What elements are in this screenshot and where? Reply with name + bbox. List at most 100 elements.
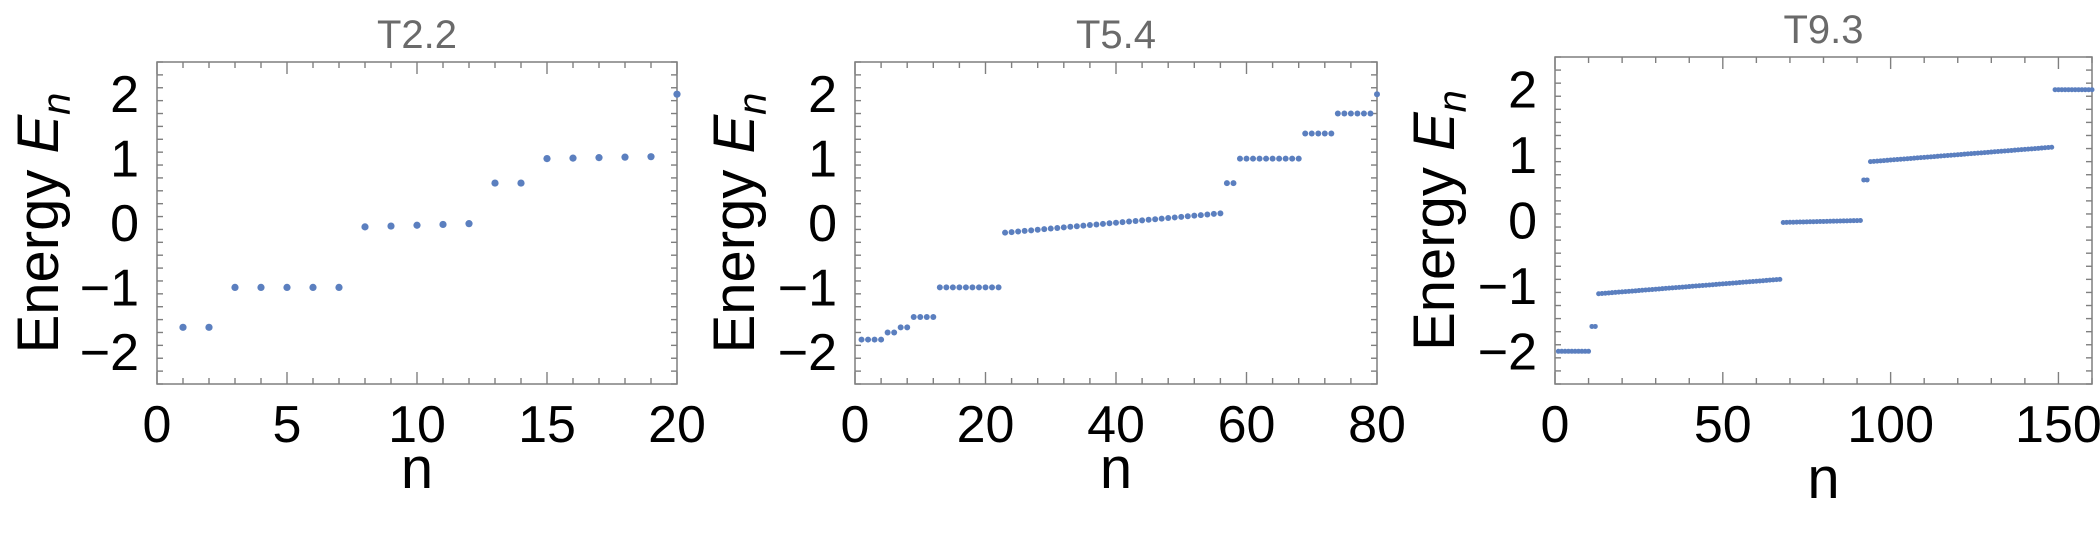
x-tick-label: 150 xyxy=(2015,396,2100,454)
y-tick-label: 2 xyxy=(808,66,837,124)
panel-title: T9.3 xyxy=(1783,8,1863,52)
data-point xyxy=(1106,220,1113,227)
x-tick-label: 15 xyxy=(518,396,576,454)
data-point xyxy=(1060,224,1067,231)
data-point xyxy=(936,284,943,291)
data-point xyxy=(1210,210,1217,217)
panel-3: T9.3 0 50 100 150 −2 −1 0 1 2 n Energy En xyxy=(1402,8,2100,511)
data-points xyxy=(1555,87,2095,354)
data-point xyxy=(1360,110,1367,117)
y-tick-label: 0 xyxy=(1508,193,1537,251)
data-point xyxy=(387,222,395,230)
data-point xyxy=(956,284,963,291)
data-point xyxy=(1263,155,1270,162)
y-tick-label: −1 xyxy=(778,259,837,317)
data-point xyxy=(335,283,343,291)
x-axis-label: n xyxy=(1100,436,1132,501)
x-tick-label: 20 xyxy=(648,396,706,454)
data-point xyxy=(1321,130,1328,137)
data-point xyxy=(543,155,551,163)
data-point xyxy=(1191,212,1198,219)
data-point xyxy=(1041,226,1048,233)
data-point xyxy=(673,90,681,98)
y-axis-label: Energy En xyxy=(6,93,79,354)
data-point xyxy=(1250,155,1257,162)
y-axis-label: Energy En xyxy=(702,93,775,354)
data-point xyxy=(1034,226,1041,233)
x-axis-label: n xyxy=(401,436,433,501)
data-point xyxy=(1054,224,1061,231)
data-point xyxy=(1295,155,1302,162)
data-point xyxy=(1158,215,1165,222)
data-point xyxy=(1073,223,1080,230)
data-point xyxy=(989,284,996,291)
x-tick-label: 0 xyxy=(841,396,870,454)
data-point xyxy=(1002,229,1009,236)
data-point xyxy=(1230,180,1237,187)
data-point xyxy=(930,314,937,321)
data-point xyxy=(1302,130,1309,137)
data-point xyxy=(949,284,956,291)
data-point xyxy=(1047,225,1054,232)
data-points xyxy=(858,91,1380,343)
data-point xyxy=(1328,130,1335,137)
x-tick-label: 10 xyxy=(388,396,446,454)
data-point xyxy=(1256,155,1263,162)
data-point xyxy=(1864,177,1870,183)
data-point xyxy=(1099,220,1106,227)
data-point xyxy=(1374,91,1380,98)
data-point xyxy=(1269,155,1276,162)
data-point xyxy=(1217,210,1224,217)
x-tick-label: 5 xyxy=(273,396,302,454)
data-point xyxy=(995,284,1002,291)
data-point xyxy=(910,314,917,321)
y-tick-label: −1 xyxy=(1478,258,1537,316)
data-point xyxy=(1777,276,1783,282)
x-tick-label: 0 xyxy=(143,396,172,454)
data-point xyxy=(439,220,447,229)
data-point xyxy=(1067,223,1074,230)
data-point xyxy=(943,284,950,291)
y-tick-label: −2 xyxy=(778,324,837,382)
data-point xyxy=(891,329,898,336)
data-point xyxy=(975,284,982,291)
y-tick-label: 0 xyxy=(110,195,139,253)
data-point xyxy=(465,220,473,228)
data-point xyxy=(917,314,924,321)
y-tick-label: 1 xyxy=(110,131,139,189)
x-tick-label: 100 xyxy=(1847,396,1934,454)
y-tick-label: −2 xyxy=(1478,323,1537,381)
data-point xyxy=(1276,155,1283,162)
data-point xyxy=(878,336,885,343)
data-point xyxy=(1367,110,1374,117)
x-axis-label: n xyxy=(1807,446,1839,511)
data-point xyxy=(257,283,265,291)
y-axis-label: Energy En xyxy=(1402,90,1475,351)
x-tick-label: 20 xyxy=(957,396,1015,454)
data-point xyxy=(283,283,291,291)
data-point xyxy=(1197,212,1204,219)
data-point xyxy=(871,336,878,343)
data-point xyxy=(1347,110,1354,117)
x-tick-label: 40 xyxy=(1087,396,1145,454)
data-point xyxy=(595,154,603,162)
data-point xyxy=(1184,213,1191,220)
data-point xyxy=(982,284,989,291)
data-point xyxy=(1341,110,1348,117)
x-tick-label: 50 xyxy=(1694,396,1752,454)
x-tick-label: 60 xyxy=(1218,396,1276,454)
data-point xyxy=(647,153,655,161)
data-point xyxy=(1021,227,1028,234)
data-point xyxy=(1243,155,1250,162)
data-point xyxy=(1008,229,1015,236)
data-point xyxy=(1586,348,1592,354)
data-point xyxy=(1119,219,1126,226)
y-tick-label: 2 xyxy=(110,66,139,124)
data-point xyxy=(858,336,865,343)
x-tick-label: 0 xyxy=(1541,396,1570,454)
data-point xyxy=(923,314,930,321)
data-point xyxy=(1139,217,1146,224)
data-point xyxy=(1093,221,1100,228)
data-point xyxy=(2089,87,2095,93)
data-point xyxy=(1028,227,1035,234)
